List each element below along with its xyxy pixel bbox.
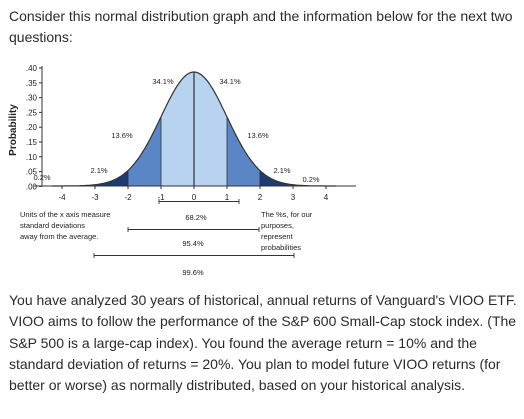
x-tick-label: 0	[192, 193, 197, 202]
note-left-line-1: Units of the x axis measure	[20, 210, 110, 219]
label-right-1-2: 13.6%	[247, 131, 269, 140]
note-right-line-1: The %s, for our	[261, 210, 313, 219]
bracket-lines	[93, 199, 295, 258]
note-right-line-3: represent	[261, 232, 294, 241]
note-left-line-3: away from the average.	[20, 232, 98, 241]
label-left-2-3: 2.1%	[90, 166, 107, 175]
label-left-tail: 0.2%	[33, 173, 50, 182]
label-right-0-1: 34.1%	[219, 77, 241, 86]
normal-distribution-figure: .40 .35 .30 .25 .20 .15 .10 .05 .00 -4 -3 -2 -1 0 1 2 3…	[4, 60, 384, 290]
x-tick-label: -4	[58, 193, 66, 202]
y-tick-label: .15	[26, 138, 38, 147]
y-tick-label: .10	[26, 153, 38, 162]
question-body-text: You have analyzed 30 years of historical…	[9, 292, 517, 394]
bracket-label-68: 68.2%	[185, 213, 207, 222]
sd-divider-lines	[94, 72, 294, 186]
y-tick-label: .05	[26, 168, 38, 177]
distribution-graph: .40 .35 .30 .25 .20 .15 .10 .05 .00 -4 -3 -2 -1 0 1 2 3…	[8, 64, 356, 277]
y-tick-label: .00	[26, 182, 38, 191]
note-right-line-2: purposes,	[261, 221, 294, 230]
x-tick-label: -2	[124, 193, 132, 202]
region-dark-right	[260, 170, 293, 186]
y-tick-label: .40	[26, 64, 38, 73]
y-tick-label: .30	[26, 94, 38, 103]
bracket-label-95: 95.4%	[182, 239, 204, 248]
x-tick-label: -3	[91, 193, 99, 202]
x-tick-label: 3	[291, 193, 296, 202]
bracket-label-99: 99.6%	[182, 268, 204, 277]
y-tick-label: .20	[26, 123, 38, 132]
x-tick-label: -1	[157, 193, 165, 202]
intro-text: Consider this normal distribution graph …	[9, 8, 513, 45]
x-tick-label: 4	[324, 193, 329, 202]
y-tick-group: .40 .35 .30 .25 .20 .15 .10 .05 .00	[26, 64, 42, 191]
y-tick-label: .25	[26, 108, 38, 117]
label-right-tail: 0.2%	[302, 175, 319, 184]
note-right-line-4: probabilities	[261, 243, 301, 252]
label-left-1-2: 13.6%	[111, 131, 133, 140]
note-left-line-2: standard deviations	[20, 221, 85, 230]
y-tick-label: .35	[26, 79, 38, 88]
y-axis-title: Probability	[8, 104, 19, 156]
x-tick-label: 2	[258, 193, 263, 202]
x-tick-group: -4 -3 -2 -1 0 1 2 3 4	[58, 186, 329, 202]
label-right-2-3: 2.1%	[273, 166, 290, 175]
region-dark-left	[95, 170, 128, 186]
x-tick-label: 1	[225, 193, 230, 202]
label-left-0-1: 34.1%	[152, 77, 174, 86]
